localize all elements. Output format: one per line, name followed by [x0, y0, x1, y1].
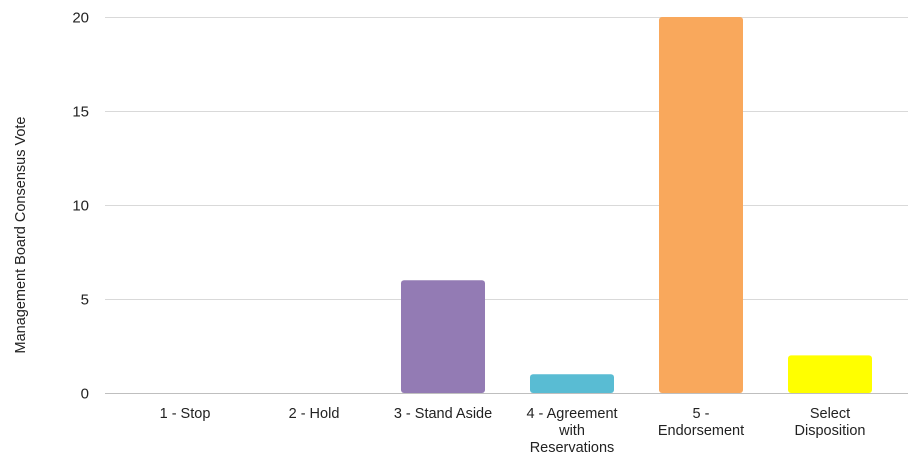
x-tick-label: 3 - Stand Aside [394, 406, 492, 422]
bars [401, 17, 872, 393]
bar-3 [401, 280, 485, 393]
bar-5 [659, 17, 743, 393]
y-tick-label: 20 [72, 10, 89, 27]
y-tick-label: 0 [81, 386, 89, 403]
gridlines [105, 17, 908, 394]
x-tick-label: 1 - Stop [160, 406, 211, 422]
x-tick-label-line: 3 - Stand Aside [394, 406, 492, 422]
x-tick-label-line: Endorsement [658, 423, 744, 439]
x-tick-label-line: Disposition [795, 423, 866, 439]
x-tick-label-line: 5 - [693, 406, 710, 422]
y-axis-ticks: 0 5 10 15 20 [72, 10, 89, 403]
x-tick-label: 5 -Endorsement [658, 406, 744, 439]
x-tick-label-line: 4 - Agreement [526, 406, 617, 422]
bar-4 [530, 374, 614, 393]
x-tick-label-line: Select [810, 406, 850, 422]
bar-6 [788, 355, 872, 393]
y-tick-label: 15 [72, 104, 89, 121]
x-tick-label-line: 1 - Stop [160, 406, 211, 422]
y-tick-label: 5 [81, 292, 89, 309]
x-tick-label-line: Reservations [530, 440, 615, 456]
y-tick-label: 10 [72, 198, 89, 215]
x-tick-label: 2 - Hold [289, 406, 340, 422]
x-tick-label: Select Disposition [795, 406, 866, 439]
x-axis-ticks: 1 - Stop 2 - Hold 3 - Stand Aside 4 - Agree… [160, 406, 866, 456]
y-axis-label: Management Board Consensus Vote [13, 117, 29, 354]
x-tick-label-line: with [558, 423, 585, 439]
x-tick-label-line: 2 - Hold [289, 406, 340, 422]
x-tick-label: 4 - Agreement with Reservations [526, 406, 617, 456]
